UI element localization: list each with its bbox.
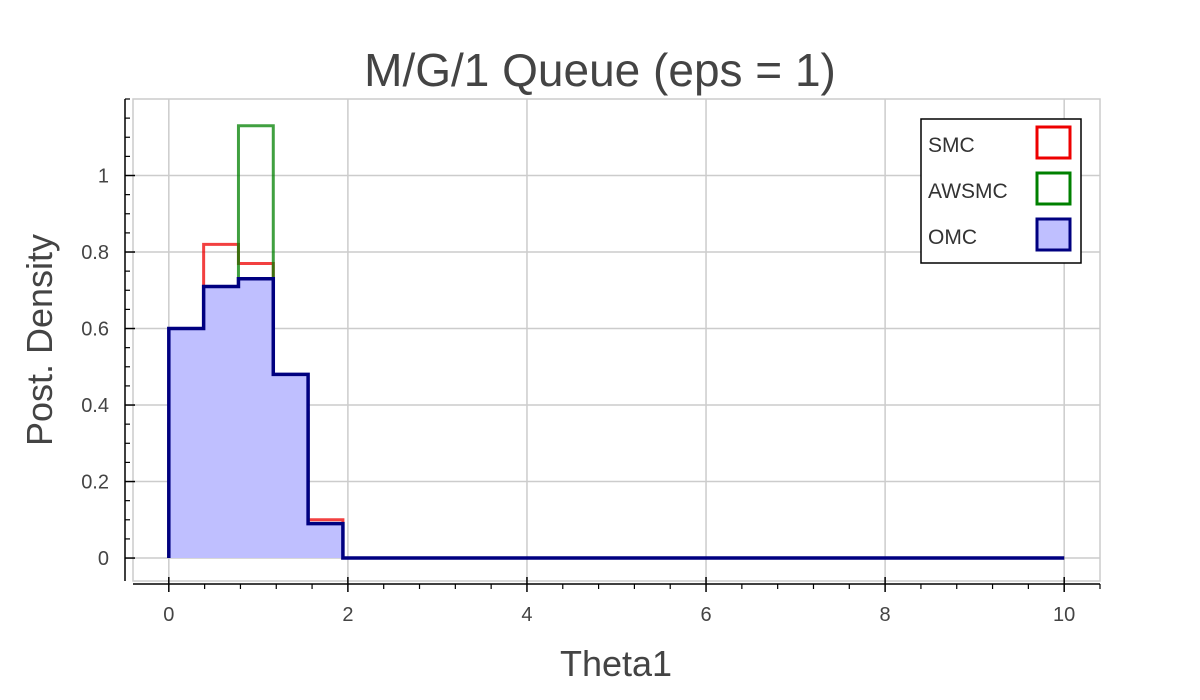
y-tick-label-4: 0.8	[81, 242, 109, 264]
x-tick-label-1: 2	[342, 604, 353, 626]
series-area-omc	[168, 278, 1065, 559]
bar-omc-0	[169, 329, 204, 559]
axis-layer: 00.20.40.60.810 2 4 6 8 10	[81, 98, 1101, 626]
x-tick-label-0: 0	[163, 604, 174, 626]
y-tick-label-1: 0.2	[81, 472, 109, 494]
legend: SMC AWSMC OMC	[920, 118, 1082, 264]
x-tick-label-2: 4	[521, 604, 532, 626]
bar-omc-2	[238, 279, 273, 558]
x-tick-label-5: 10	[1053, 604, 1075, 626]
legend-label-awsmc: AWSMC	[928, 180, 1008, 203]
x-tick-label-4: 8	[880, 604, 891, 626]
legend-label-omc: OMC	[928, 226, 977, 249]
bar-omc-3	[273, 374, 308, 558]
bars-layer	[167, 124, 1065, 560]
legend-entries: SMC AWSMC OMC	[928, 125, 1072, 252]
y-tick-label-2: 0.4	[81, 395, 109, 417]
y-tick-label-0: 0	[98, 548, 109, 570]
bar-omc-4	[308, 524, 343, 558]
legend-swatch-smc	[1035, 125, 1072, 160]
y-tick-label-3: 0.6	[81, 319, 109, 341]
series-outline-omc	[167, 277, 1065, 560]
y-tick-label-5: 1	[98, 166, 109, 188]
x-tick-label-3: 6	[700, 604, 711, 626]
bar-omc-1	[204, 286, 239, 558]
legend-swatch-omc	[1035, 217, 1072, 252]
legend-swatch-awsmc	[1035, 171, 1072, 206]
plot-frame	[132, 98, 1101, 582]
legend-label-smc: SMC	[928, 134, 975, 157]
chart-title: M/G/1 Queue (eps = 1)	[364, 44, 836, 96]
x-axis-label: Theta1	[560, 643, 672, 684]
y-axis-label: Post. Density	[19, 234, 60, 446]
